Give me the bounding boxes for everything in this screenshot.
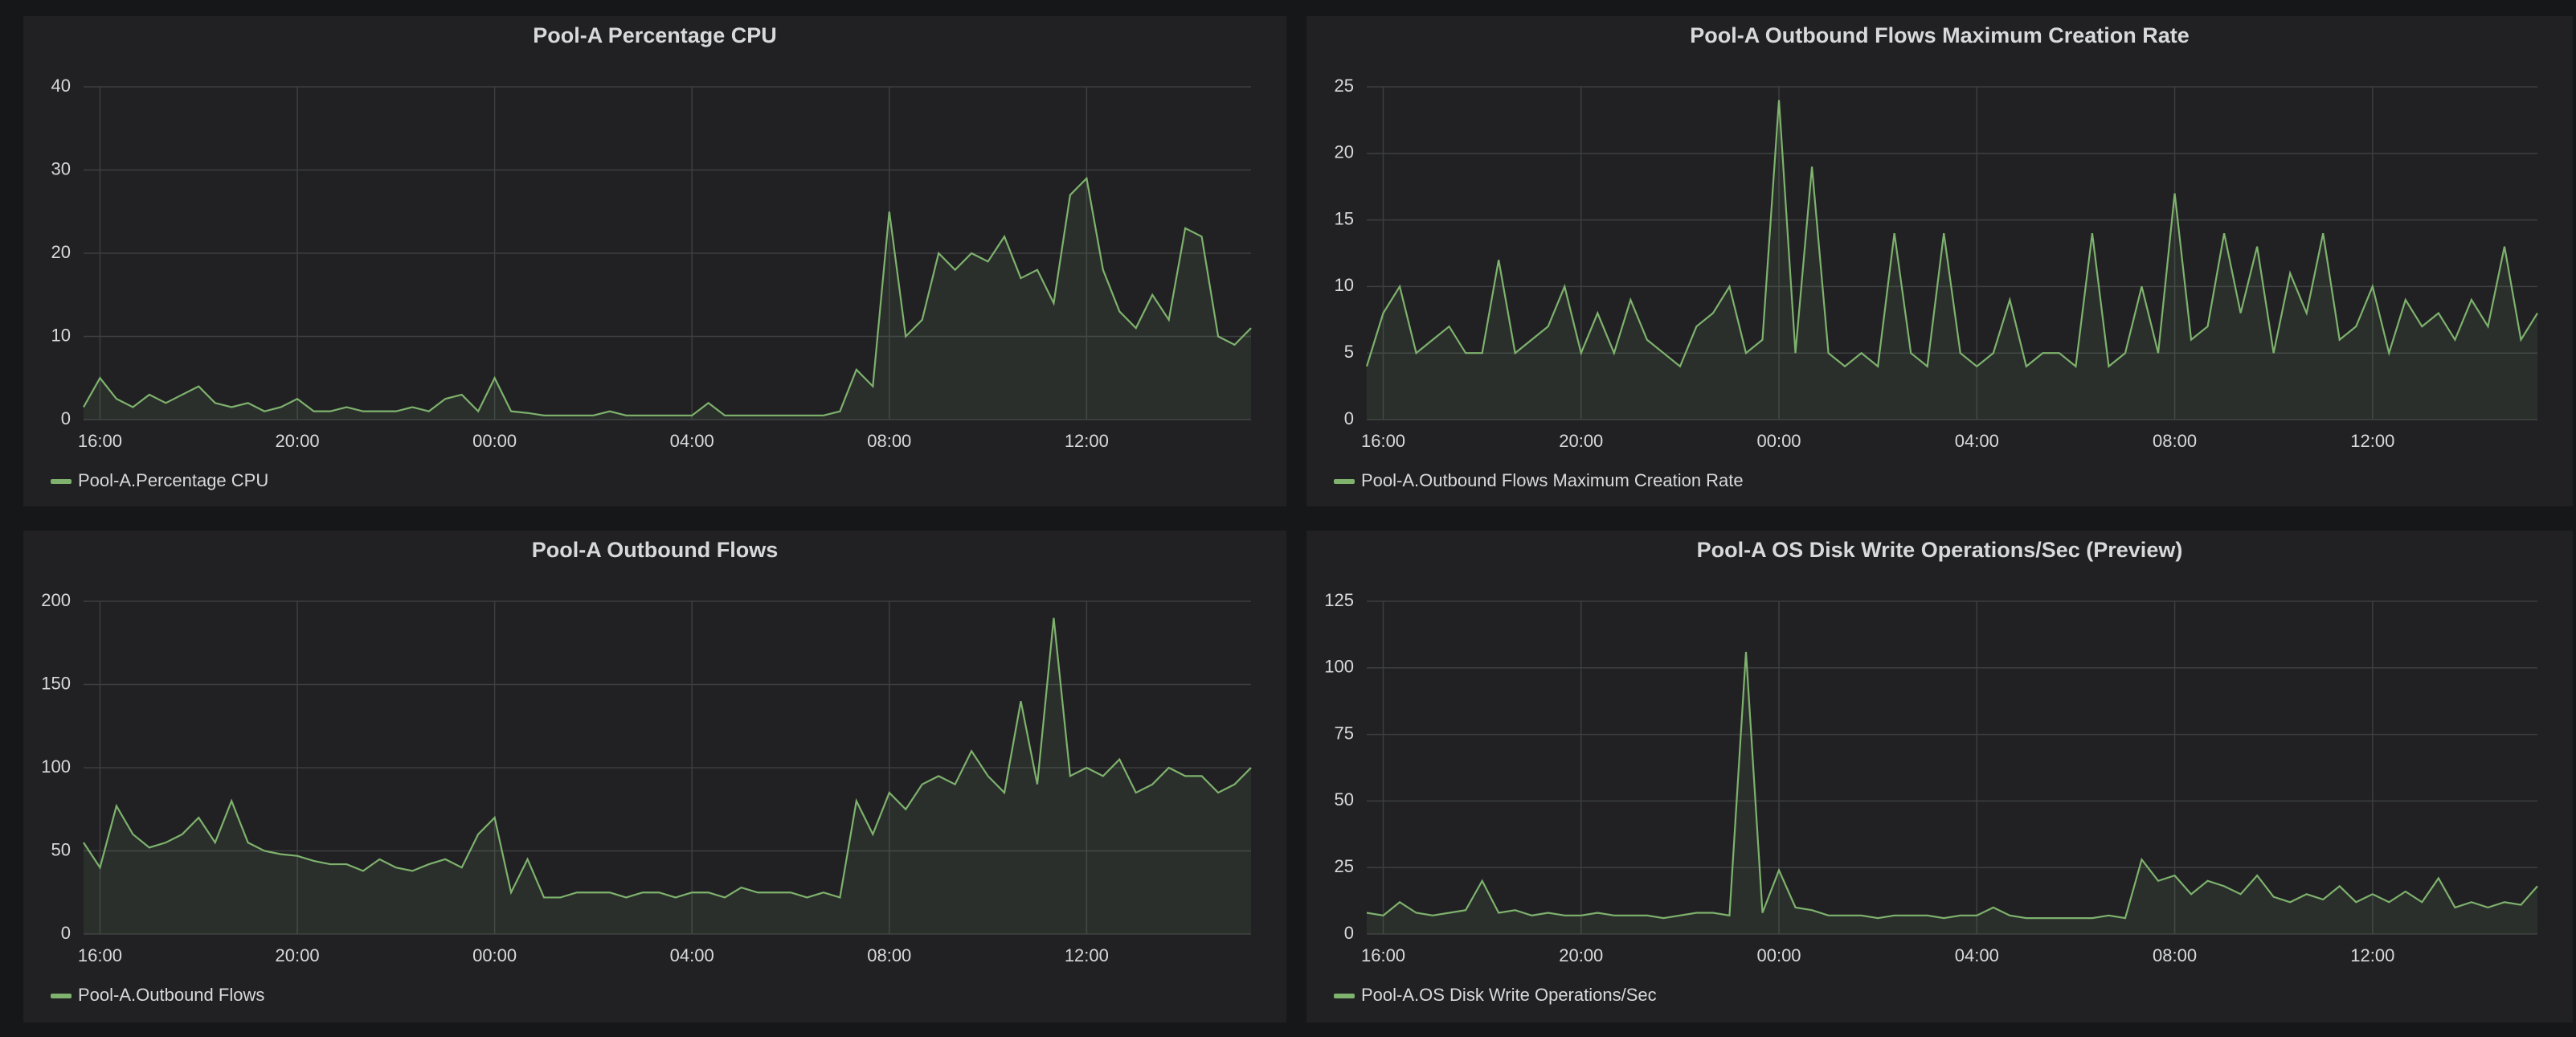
x-tick-label: 20:00 — [1559, 945, 1603, 965]
legend-label: Pool-A.Percentage CPU — [78, 470, 268, 490]
y-tick-label: 25 — [1335, 856, 1354, 876]
y-tick-label: 150 — [41, 673, 71, 693]
x-tick-label: 04:00 — [670, 431, 714, 451]
y-tick-label: 0 — [1344, 408, 1354, 428]
x-tick-label: 12:00 — [2350, 945, 2394, 965]
x-tick-label: 08:00 — [867, 945, 911, 965]
x-tick-label: 00:00 — [1756, 431, 1801, 451]
y-tick-label: 0 — [1344, 923, 1354, 943]
x-tick-label: 08:00 — [2153, 431, 2197, 451]
y-tick-label: 25 — [1335, 76, 1354, 96]
y-tick-label: 15 — [1335, 208, 1354, 228]
y-tick-label: 20 — [1335, 142, 1354, 162]
series-line — [1366, 651, 2538, 920]
panel-title: Pool-A OS Disk Write Operations/Sec (Pre… — [1697, 538, 2183, 562]
area-fill — [84, 178, 1251, 420]
area-fill — [84, 617, 1251, 934]
y-tick-label: 0 — [61, 408, 71, 428]
x-tick-label: 16:00 — [1361, 431, 1405, 451]
x-tick-label: 20:00 — [1559, 431, 1603, 451]
y-tick-label: 200 — [41, 590, 71, 610]
legend-label: Pool-A.Outbound Flows Maximum Creation R… — [1361, 470, 1744, 490]
y-tick-label: 100 — [41, 756, 71, 777]
x-tick-label: 20:00 — [276, 431, 320, 451]
panel-title: Pool-A Percentage CPU — [533, 23, 777, 47]
area-fill — [1367, 100, 2537, 420]
x-tick-label: 04:00 — [1955, 945, 1999, 965]
y-tick-label: 0 — [61, 923, 71, 943]
x-tick-label: 04:00 — [1955, 431, 1999, 451]
panel-title: Pool-A Outbound Flows — [532, 538, 778, 562]
legend-swatch — [51, 994, 72, 998]
panel-title: Pool-A Outbound Flows Maximum Creation R… — [1690, 23, 2190, 47]
y-tick-label: 100 — [1324, 657, 1354, 677]
legend-swatch — [1334, 994, 1355, 998]
x-tick-label: 16:00 — [1361, 945, 1405, 965]
legend-label: Pool-A.Outbound Flows — [78, 985, 264, 1005]
x-tick-label: 00:00 — [1756, 945, 1801, 965]
x-tick-label: 08:00 — [2153, 945, 2197, 965]
series-line — [1365, 100, 2538, 368]
y-tick-label: 20 — [51, 242, 71, 262]
x-tick-label: 04:00 — [670, 945, 714, 965]
y-tick-label: 50 — [1335, 789, 1354, 810]
y-tick-label: 125 — [1324, 590, 1354, 610]
x-tick-label: 00:00 — [472, 945, 517, 965]
y-tick-label: 30 — [51, 158, 71, 178]
legend-swatch — [51, 479, 72, 484]
x-tick-label: 16:00 — [78, 431, 122, 451]
legend-label: Pool-A.OS Disk Write Operations/Sec — [1361, 985, 1657, 1005]
legend-swatch — [1334, 479, 1355, 484]
y-tick-label: 5 — [1344, 342, 1354, 362]
y-tick-label: 10 — [1335, 275, 1354, 295]
panel — [23, 531, 1286, 1023]
x-tick-label: 12:00 — [1065, 945, 1109, 965]
x-tick-label: 20:00 — [276, 945, 320, 965]
x-tick-label: 16:00 — [78, 945, 122, 965]
x-tick-label: 08:00 — [867, 431, 911, 451]
x-tick-label: 12:00 — [2350, 431, 2394, 451]
x-tick-label: 12:00 — [1065, 431, 1109, 451]
y-tick-label: 40 — [51, 76, 71, 96]
x-tick-label: 00:00 — [472, 431, 517, 451]
y-tick-label: 75 — [1335, 723, 1354, 743]
y-tick-label: 10 — [51, 325, 71, 345]
series-line — [83, 176, 1252, 416]
panel — [23, 16, 1286, 506]
y-tick-label: 50 — [51, 839, 71, 859]
series-line — [83, 617, 1252, 899]
area-fill — [1367, 651, 2537, 934]
panel — [1306, 531, 2573, 1023]
